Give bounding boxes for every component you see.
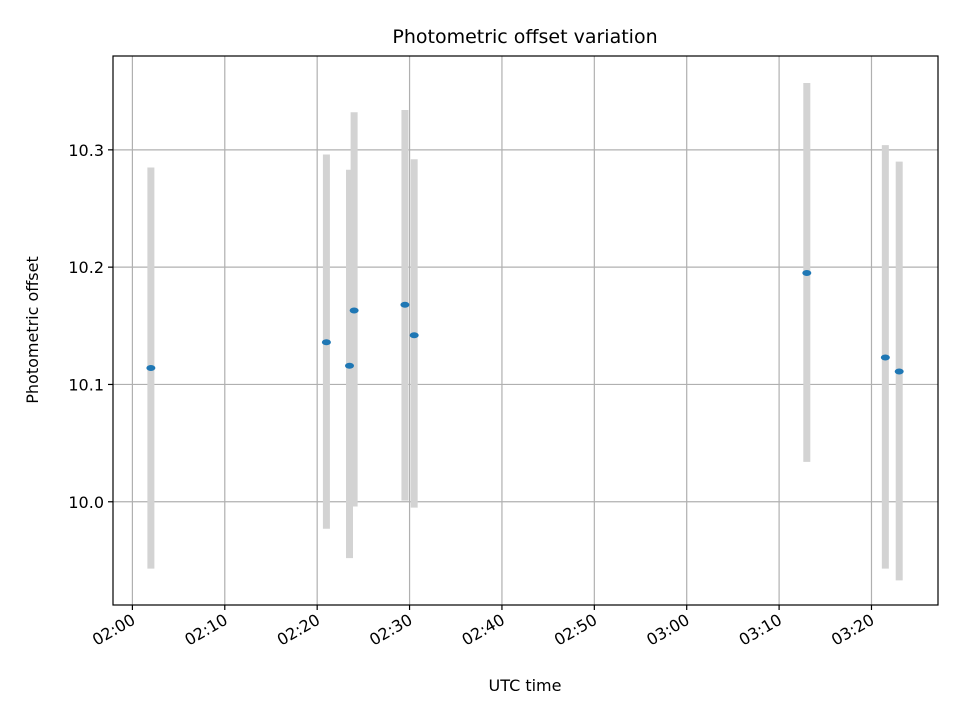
y-tick-label: 10.0: [68, 493, 104, 512]
data-point: [349, 307, 359, 314]
data-point: [409, 332, 419, 339]
chart-title: Photometric offset variation: [392, 26, 657, 48]
data-point: [880, 354, 890, 361]
data-point: [146, 365, 156, 372]
y-tick-label: 10.3: [68, 141, 104, 160]
y-axis-label: Photometric offset: [23, 256, 42, 404]
data-point: [894, 368, 904, 375]
y-axis: 10.0 10.1 10.2 10.3: [68, 141, 113, 512]
data-points: [146, 270, 904, 375]
grid: [113, 56, 938, 605]
data-point: [802, 270, 812, 277]
y-tick-label: 10.2: [68, 258, 104, 277]
x-axis-label: UTC time: [489, 676, 562, 695]
data-point: [321, 339, 331, 346]
plot-frame: [112, 55, 939, 606]
data-point: [400, 301, 410, 308]
data-point: [345, 362, 355, 369]
y-tick-label: 10.1: [68, 375, 104, 394]
